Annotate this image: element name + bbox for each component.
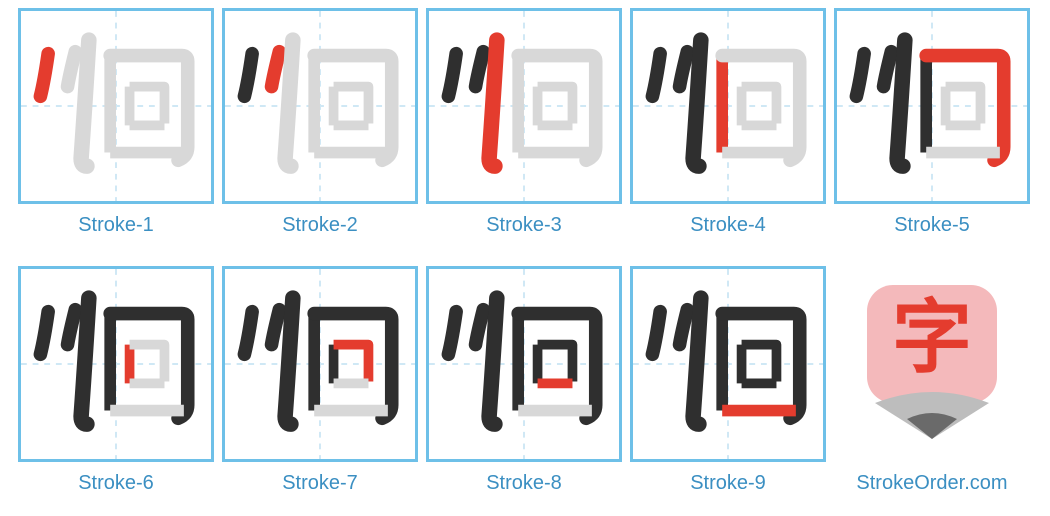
- stroke-5: [926, 56, 1004, 161]
- stroke-label-5: Stroke-5: [894, 214, 970, 237]
- stroke-7: [946, 87, 981, 124]
- stroke-1: [652, 54, 660, 97]
- stroke-cell-8: Stroke-8: [426, 266, 622, 516]
- stroke-5: [314, 314, 392, 419]
- stroke-label-7: Stroke-7: [282, 472, 358, 495]
- stroke-5: [722, 56, 800, 161]
- stroke-tile-7[interactable]: [222, 266, 418, 462]
- stroke-cell-1: Stroke-1: [18, 8, 214, 258]
- stroke-3: [81, 298, 89, 424]
- stroke-5: [110, 56, 188, 161]
- stroke-1: [244, 312, 252, 355]
- stroke-2: [68, 310, 76, 345]
- stroke-label-3: Stroke-3: [486, 214, 562, 237]
- stroke-tile-5[interactable]: [834, 8, 1030, 204]
- stroke-7: [130, 345, 165, 382]
- stroke-label-8: Stroke-8: [486, 472, 562, 495]
- stroke-5: [518, 56, 596, 161]
- stroke-cell-7: Stroke-7: [222, 266, 418, 516]
- stroke-7: [538, 87, 573, 124]
- stroke-7: [742, 345, 777, 382]
- stroke-tile-9[interactable]: [630, 266, 826, 462]
- stroke-3: [693, 298, 701, 424]
- stroke-3: [489, 298, 497, 424]
- stroke-tile-3[interactable]: [426, 8, 622, 204]
- stroke-3: [693, 40, 701, 166]
- stroke-7: [742, 87, 777, 124]
- stroke-tile-4[interactable]: [630, 8, 826, 204]
- stroke-5: [314, 56, 392, 161]
- stroke-1: [856, 54, 864, 97]
- stroke-1: [244, 54, 252, 97]
- stroke-2: [476, 310, 484, 345]
- stroke-3: [897, 40, 905, 166]
- stroke-label-9: Stroke-9: [690, 472, 766, 495]
- stroke-2: [680, 52, 688, 87]
- stroke-1: [448, 54, 456, 97]
- stroke-2: [68, 52, 76, 87]
- logo-character: 字: [892, 293, 972, 382]
- stroke-label-1: Stroke-1: [78, 214, 154, 237]
- stroke-2: [476, 52, 484, 87]
- stroke-5: [722, 314, 800, 419]
- stroke-1: [40, 312, 48, 355]
- stroke-7: [334, 87, 369, 124]
- stroke-3: [285, 298, 293, 424]
- stroke-2: [884, 52, 892, 87]
- stroke-label-2: Stroke-2: [282, 214, 358, 237]
- stroke-grid: Stroke-1 Stroke-2 Stroke-3 Stroke-4 Stroke-5…: [18, 8, 1032, 516]
- stroke-cell-4: Stroke-4: [630, 8, 826, 258]
- stroke-tile-2[interactable]: [222, 8, 418, 204]
- stroke-1: [448, 312, 456, 355]
- stroke-5: [518, 314, 596, 419]
- stroke-2: [680, 310, 688, 345]
- site-logo[interactable]: 字: [834, 266, 1030, 462]
- stroke-tile-8[interactable]: [426, 266, 622, 462]
- stroke-7: [334, 345, 369, 382]
- stroke-label-4: Stroke-4: [690, 214, 766, 237]
- stroke-label-6: Stroke-6: [78, 472, 154, 495]
- stroke-3: [489, 40, 497, 166]
- stroke-1: [40, 54, 48, 97]
- stroke-7: [538, 345, 573, 382]
- stroke-tile-1[interactable]: [18, 8, 214, 204]
- stroke-1: [652, 312, 660, 355]
- stroke-2: [272, 310, 280, 345]
- stroke-3: [81, 40, 89, 166]
- site-label[interactable]: StrokeOrder.com: [856, 472, 1007, 495]
- stroke-2: [272, 52, 280, 87]
- stroke-3: [285, 40, 293, 166]
- stroke-cell-6: Stroke-6: [18, 266, 214, 516]
- site-logo-cell: 字 StrokeOrder.com: [834, 266, 1030, 516]
- stroke-7: [130, 87, 165, 124]
- stroke-cell-3: Stroke-3: [426, 8, 622, 258]
- stroke-cell-2: Stroke-2: [222, 8, 418, 258]
- stroke-5: [110, 314, 188, 419]
- stroke-tile-6[interactable]: [18, 266, 214, 462]
- stroke-cell-9: Stroke-9: [630, 266, 826, 516]
- stroke-cell-5: Stroke-5: [834, 8, 1030, 258]
